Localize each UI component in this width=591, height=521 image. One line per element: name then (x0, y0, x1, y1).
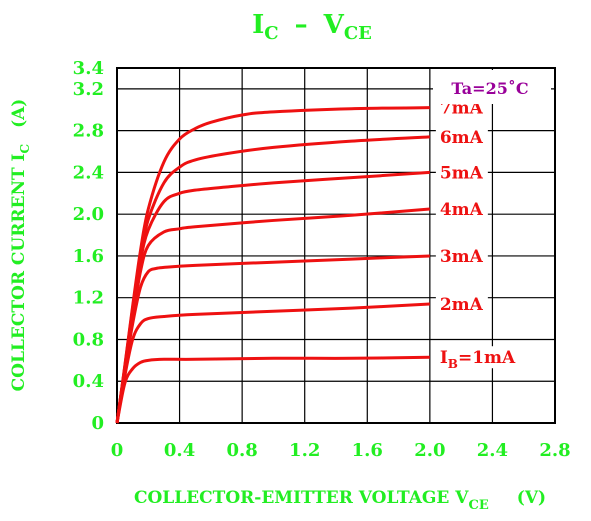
grid (116, 67, 556, 424)
curve-label: IB=1mA (440, 348, 516, 371)
curve-label: 2mA (440, 295, 484, 315)
title-sub-ce: CE (344, 23, 372, 44)
x-axis-label-unit: (V) (517, 488, 546, 508)
curve-label-main: 6mA (440, 128, 484, 148)
curve-label-bg (435, 161, 488, 184)
tick-labels: 0 0.4 0.8 1.2 1.6 2.0 2.4 2.8 0 0.4 0.8 1.2 1.6 2.0 2.… (73, 58, 571, 461)
curve-label-main: 4mA (440, 200, 484, 220)
y-tick-label: 0 (91, 413, 104, 434)
y-tick-label: 1.6 (73, 246, 104, 267)
title-i: I (252, 10, 264, 40)
curve-label-main: 2mA (440, 295, 484, 315)
y-tick-label: 3.2 (73, 79, 104, 100)
plot-frame (116, 67, 556, 424)
y-tick-label: 2.8 (73, 121, 104, 142)
curve-label-main: 3mA (440, 247, 484, 267)
y-axis-label-text: COLLECTOR CURRENT I (9, 153, 29, 391)
curve-label-bg (435, 292, 488, 315)
y-tick-label: 0.4 (73, 371, 104, 392)
curve-ib1ma (115, 355, 430, 424)
x-tick-label: 2.0 (414, 440, 445, 461)
curve-label-bg (435, 197, 488, 220)
x-axis-label-sub: CE (469, 498, 489, 513)
curve-label-bg (435, 125, 488, 148)
curve-label-suffix: =1mA (458, 348, 516, 368)
y-axis-label-sub: C (18, 144, 32, 154)
curve-label-main: 5mA (440, 163, 484, 183)
curve-label: 6mA (440, 128, 484, 148)
x-tick-label: 2.4 (477, 440, 508, 461)
x-tick-label: 1.2 (289, 440, 320, 461)
annotation-box (433, 70, 551, 104)
x-tick-label: 0.8 (226, 440, 257, 461)
y-axis-label-unit: (A) (9, 99, 29, 128)
title-sub-c: C (264, 23, 278, 44)
x-axis-label-text: COLLECTOR-EMITTER VOLTAGE V (134, 488, 469, 508)
curve-label: 5mA (440, 163, 484, 183)
x-tick-label: 2.8 (539, 440, 570, 461)
y-tick-label: 2.0 (73, 204, 104, 225)
curve-label-bg (435, 346, 526, 369)
curve-label-sub: B (448, 357, 458, 371)
y-tick-label: 2.4 (73, 162, 104, 183)
x-tick-label: 0 (111, 440, 124, 461)
y-tick-label: 1.2 (73, 288, 104, 309)
chart-title: IC – VCE (252, 10, 372, 44)
curve-label-main: I (440, 348, 448, 368)
curve-label-bg (435, 244, 488, 267)
y-tick-label: 3.4 (73, 58, 104, 79)
x-tick-label: 0.4 (164, 440, 195, 461)
annotation-text: Ta=25˚C (451, 78, 528, 98)
curve-6ma (115, 135, 430, 424)
curves (115, 106, 430, 424)
x-axis-label: COLLECTOR-EMITTER VOLTAGE VCE (V) (134, 488, 546, 513)
y-axis-label: COLLECTOR CURRENT IC (A) (9, 99, 32, 392)
curve-label: 4mA (440, 200, 484, 220)
y-tick-label: 0.8 (73, 329, 104, 350)
curve-7ma (115, 106, 430, 424)
curve-2ma (115, 302, 430, 424)
title-dash: – (295, 10, 308, 40)
x-tick-label: 1.6 (352, 440, 383, 461)
title-v: V (323, 10, 345, 40)
curve-label: 3mA (440, 247, 484, 267)
